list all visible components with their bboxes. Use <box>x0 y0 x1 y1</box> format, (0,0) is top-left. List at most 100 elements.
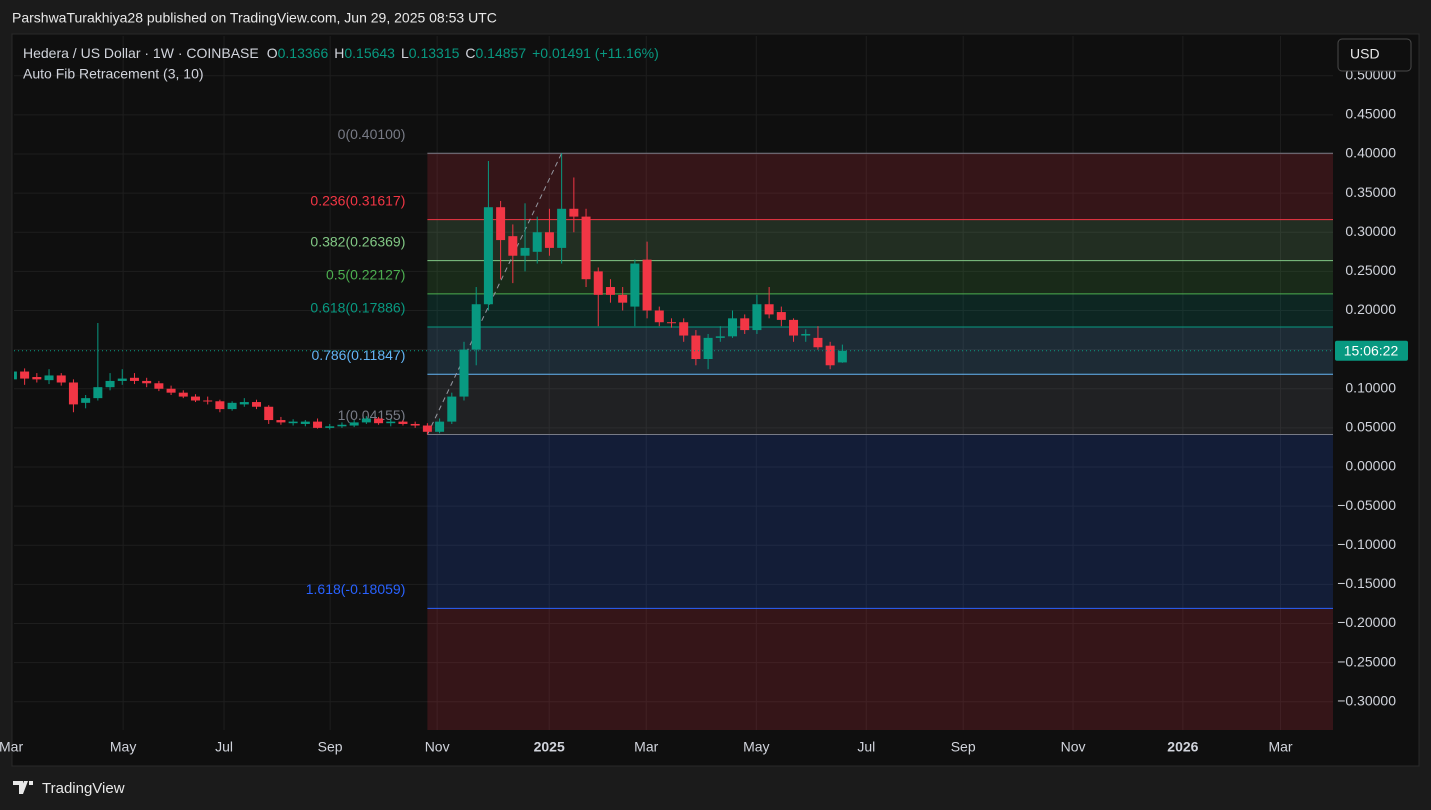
x-tick-label: Nov <box>425 739 450 755</box>
ohlc-value: 0.15643 <box>344 45 395 61</box>
fib-label: 0(0.40100) <box>338 126 406 142</box>
countdown: 15:06:22 <box>1344 342 1399 358</box>
candle-body <box>569 208 579 217</box>
y-tick-label: 0.40000 <box>1345 145 1396 161</box>
symbol-legend: Hedera / US Dollar · 1W · COINBASE O0.133… <box>23 45 659 61</box>
candle-body <box>825 345 835 366</box>
candle-body <box>203 400 213 402</box>
y-tick-label: −0.20000 <box>1337 614 1396 630</box>
fib-label: 0.236(0.31617) <box>310 192 405 208</box>
candle-body <box>557 208 567 248</box>
candle-body <box>837 350 847 363</box>
candle-body <box>300 421 310 424</box>
candle-body <box>471 304 481 350</box>
y-tick-label: −0.10000 <box>1337 536 1396 552</box>
y-tick-label: −0.25000 <box>1337 653 1396 669</box>
symbol: Hedera / US Dollar · 1W · COINBASE <box>23 45 259 61</box>
candle-body <box>14 371 17 380</box>
fib-label: 0.5(0.22127) <box>326 267 405 283</box>
candle-body <box>154 383 164 389</box>
candle-body <box>325 426 335 428</box>
y-tick-label: 0.20000 <box>1345 301 1396 317</box>
candle-body <box>178 392 188 397</box>
y-tick-label: 0.00000 <box>1345 458 1396 474</box>
candle-body <box>117 378 127 381</box>
candle-body <box>56 375 66 383</box>
candle-body <box>764 304 774 315</box>
candle-body <box>593 271 603 295</box>
ohlc-letter: O <box>267 45 278 61</box>
candle-body <box>728 318 738 337</box>
fib-zone <box>427 374 1333 435</box>
x-axis: Mar May Jul Sep Nov 2025 Mar May Jul Sep Nov 2026 Ma… <box>0 739 1293 755</box>
fib-zone <box>427 327 1333 375</box>
candle-body <box>105 380 115 388</box>
currency[interactable]: USD <box>1350 46 1380 62</box>
candle-body <box>581 216 591 280</box>
fib-label: 0.382(0.26369) <box>310 233 405 249</box>
currency-button[interactable] <box>1337 38 1412 72</box>
y-tick-label: 0.35000 <box>1345 184 1396 200</box>
fib-label: 1.618(-0.18059) <box>306 581 406 597</box>
y-tick-label: 0.10000 <box>1345 379 1396 395</box>
fib-trend <box>426 153 563 435</box>
candle-body <box>496 207 506 241</box>
fib-zone <box>427 153 1333 220</box>
candle-body <box>20 371 30 379</box>
candle-body <box>483 207 493 305</box>
candle-body <box>374 418 384 424</box>
x-tick-label: 2025 <box>534 739 565 755</box>
candle-body <box>740 318 750 331</box>
candle-body <box>544 232 554 248</box>
candle-body <box>532 232 542 252</box>
chart-panel <box>11 33 1420 767</box>
candle-body <box>654 310 664 323</box>
y-tick-label: −0.15000 <box>1337 575 1396 591</box>
candle-body <box>93 387 103 399</box>
candle-body <box>813 337 823 348</box>
candle-body <box>337 424 347 427</box>
candle-body <box>630 263 640 307</box>
candle-body <box>227 402 237 410</box>
fib-zone <box>427 608 1333 730</box>
candle-body <box>618 294 628 303</box>
countdown-tag <box>1335 340 1408 361</box>
x-tick-label: Sep <box>318 739 343 755</box>
ohlc-value: 0.14857 <box>476 45 527 61</box>
fib-zone <box>427 434 1333 609</box>
plot: 0(0.40100) 0.236(0.31617) 0.382(0.26369) 0.… <box>14 36 1333 730</box>
candle-body <box>435 421 445 432</box>
publisher: ParshwaTurakhiya28 published on TradingV… <box>12 10 497 26</box>
candle-body <box>679 322 689 336</box>
brand: TradingView <box>42 780 125 797</box>
ohlc-letter: L <box>401 45 409 61</box>
x-tick-label: May <box>743 739 769 755</box>
candle-body <box>129 377 139 381</box>
y-tick-label: 0.25000 <box>1345 262 1396 278</box>
candle-body <box>666 322 676 324</box>
candle-body <box>239 402 249 405</box>
candle-body <box>752 304 762 331</box>
candle-body <box>789 319 799 336</box>
candle-body <box>361 418 371 423</box>
candle-body <box>715 336 725 338</box>
candle-body <box>313 421 323 428</box>
y-tick-label: −0.05000 <box>1337 497 1396 513</box>
fib-label: 0.786(0.11847) <box>311 347 405 363</box>
candle-body <box>190 396 200 401</box>
x-tick-label: Mar <box>1268 739 1292 755</box>
candle-body <box>81 398 91 403</box>
candle-body <box>166 388 176 393</box>
candle-body <box>264 406 274 421</box>
x-tick-label: May <box>110 739 136 755</box>
change: +0.01491 (+11.16%) <box>532 45 659 61</box>
y-tick-label: 0.30000 <box>1345 223 1396 239</box>
candle-body <box>801 333 811 336</box>
candle-body <box>44 375 54 381</box>
fib-label: 0.618(0.17886) <box>310 300 405 316</box>
candle-body <box>398 421 408 424</box>
candle-body <box>276 420 286 423</box>
x-tick-label: Sep <box>951 739 976 755</box>
tv-logo <box>13 781 33 794</box>
